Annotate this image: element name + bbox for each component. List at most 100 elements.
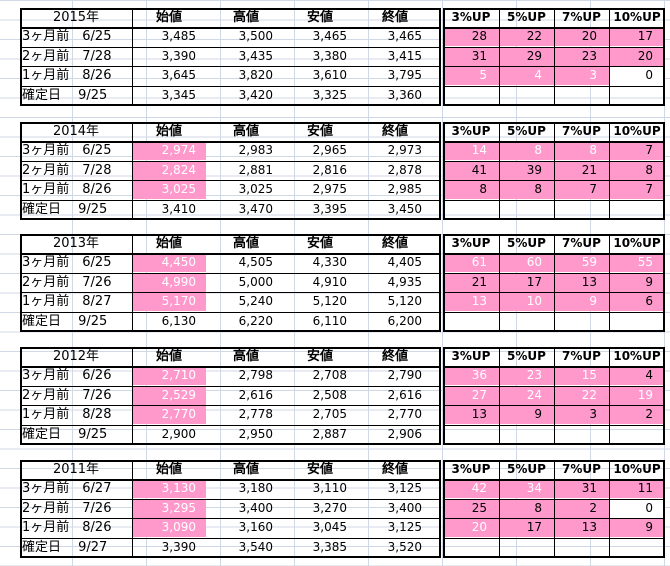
row-divider <box>20 160 441 162</box>
cell-up3: 8 <box>443 180 499 200</box>
year-block-4: 2011年 始値 高値 安値 終値 3%UP 5%UP 7%UP 10%UP 3ヶ月前 6/27 3… <box>0 460 670 558</box>
cell-high: 3,470 <box>238 201 273 216</box>
header-open: 始値 <box>155 462 182 477</box>
cell-up3: 14 <box>443 141 499 161</box>
header-low: 安値 <box>306 349 333 364</box>
cell-up5: 39 <box>499 160 554 180</box>
cell-close: 3,465 <box>387 29 422 44</box>
cell-up3 <box>443 200 499 219</box>
row-divider <box>20 27 441 30</box>
header-high: 高値 <box>232 124 259 139</box>
cell-up7: 15 <box>554 366 609 386</box>
cell-open: 2,529 <box>132 385 206 405</box>
header-open: 始値 <box>155 349 182 364</box>
cell-up7: 22 <box>554 385 609 405</box>
row-label: 2ヶ月前 7/26 <box>22 500 112 516</box>
cell-up5: 9 <box>499 405 554 425</box>
header-up10: 10%UP <box>613 124 661 138</box>
cell-up7: 7 <box>554 180 609 200</box>
cell-close: 2,616 <box>387 387 422 402</box>
cell-up5 <box>499 425 554 444</box>
col-divider <box>554 460 555 557</box>
cell-up3: 13 <box>443 292 499 312</box>
header-up5: 5%UP <box>507 462 546 476</box>
cell-low: 6,110 <box>312 313 347 328</box>
cell-low: 3,270 <box>312 500 347 515</box>
table-row: 2ヶ月前 7/28 3,390 3,435 3,380 3,415 31 29 23 20 <box>0 46 670 66</box>
cell-high: 2,778 <box>238 407 273 422</box>
row-label: 確定日 9/25 <box>22 201 108 217</box>
row-label: 確定日 9/25 <box>22 313 108 329</box>
header-close: 終値 <box>381 349 408 364</box>
table-row: 確定日 9/25 2,900 2,950 2,887 2,906 <box>0 425 670 444</box>
cell-up7 <box>554 538 609 557</box>
row-divider <box>20 199 441 201</box>
cell-high: 6,220 <box>238 313 273 328</box>
row-label: 1ヶ月前 8/26 <box>22 520 112 536</box>
cell-close: 3,125 <box>387 520 422 535</box>
cell-close: 3,400 <box>387 500 422 515</box>
cell-up3: 20 <box>443 518 499 538</box>
cell-up10: 8 <box>609 160 665 180</box>
cell-high: 4,505 <box>238 255 273 270</box>
cell-high: 3,500 <box>238 29 273 44</box>
cell-low: 3,325 <box>312 87 347 102</box>
col-divider <box>499 122 500 219</box>
col-divider <box>609 347 610 444</box>
table-row: 3ヶ月前 6/27 3,130 3,180 3,110 3,125 42 34 31 11 <box>0 479 670 499</box>
table-row: 確定日 9/25 3,410 3,470 3,395 3,450 <box>0 200 670 219</box>
cell-close: 4,405 <box>387 255 422 270</box>
table-row: 1ヶ月前 8/27 5,170 5,240 5,120 5,120 13 10 9 6 <box>0 292 670 312</box>
cell-close: 3,795 <box>387 68 422 83</box>
row-label: 確定日 9/27 <box>22 539 108 555</box>
cell-up10: 9 <box>609 272 665 292</box>
header-up5: 5%UP <box>507 349 546 363</box>
table-row: 1ヶ月前 8/26 3,025 3,025 2,975 2,985 8 8 7 7 <box>0 180 670 200</box>
cell-open: 3,025 <box>132 180 206 200</box>
row-divider <box>20 253 441 256</box>
cell-low: 5,120 <box>312 294 347 309</box>
cell-low: 3,380 <box>312 48 347 63</box>
row-divider <box>20 272 441 274</box>
cell-low: 3,610 <box>312 68 347 83</box>
row-label: 3ヶ月前 6/27 <box>22 481 112 497</box>
cell-open: 2,824 <box>132 160 206 180</box>
cell-high: 3,420 <box>238 87 273 102</box>
col-divider <box>132 8 133 105</box>
cell-high: 3,435 <box>238 48 273 63</box>
row-label: 確定日 9/25 <box>22 426 108 442</box>
cell-up3: 36 <box>443 366 499 386</box>
cell-up5: 22 <box>499 27 554 47</box>
cell-open: 3,410 <box>161 201 196 216</box>
cell-high: 3,400 <box>238 500 273 515</box>
row-divider <box>20 180 441 182</box>
row-divider <box>20 385 441 387</box>
col-divider <box>554 122 555 219</box>
table-row: 2ヶ月前 7/26 3,295 3,400 3,270 3,400 25 8 2 0 <box>0 498 670 518</box>
cell-up7 <box>554 200 609 219</box>
cell-open: 3,090 <box>132 518 206 538</box>
header-up10: 10%UP <box>613 10 661 24</box>
cell-close: 3,360 <box>387 87 422 102</box>
table-row: 3ヶ月前 6/25 2,974 2,983 2,965 2,973 14 8 8 7 <box>0 141 670 161</box>
cell-open: 2,710 <box>132 366 206 386</box>
cell-high: 3,160 <box>238 520 273 535</box>
header-low: 安値 <box>306 124 333 139</box>
cell-up7: 59 <box>554 253 609 273</box>
cell-close: 2,973 <box>387 143 422 158</box>
cell-high: 5,000 <box>238 274 273 289</box>
header-up5: 5%UP <box>507 236 546 250</box>
cell-up5 <box>499 538 554 557</box>
table-row: 確定日 9/25 3,345 3,420 3,325 3,360 <box>0 86 670 105</box>
cell-up7: 20 <box>554 27 609 47</box>
header-high: 高値 <box>232 349 259 364</box>
cell-up7: 13 <box>554 518 609 538</box>
row-divider <box>20 424 441 426</box>
cell-up7: 21 <box>554 160 609 180</box>
cell-up3: 25 <box>443 498 499 518</box>
col-divider <box>609 122 610 219</box>
cell-low: 2,816 <box>312 162 347 177</box>
cell-up10: 19 <box>609 385 665 405</box>
row-label: 3ヶ月前 6/26 <box>22 368 112 384</box>
row-label: 3ヶ月前 6/25 <box>22 29 112 45</box>
